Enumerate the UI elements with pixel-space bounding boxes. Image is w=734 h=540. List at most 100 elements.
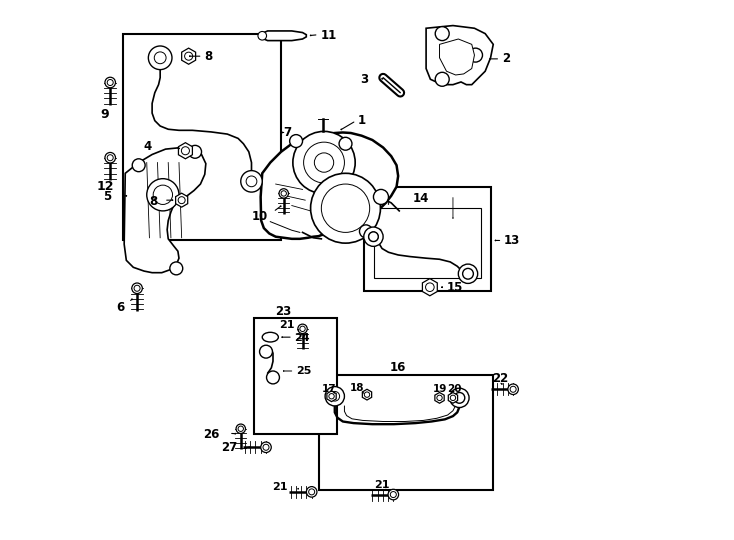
Text: 8: 8 xyxy=(150,195,158,208)
Text: 22: 22 xyxy=(492,372,509,385)
Circle shape xyxy=(279,189,288,198)
Circle shape xyxy=(508,384,518,395)
Circle shape xyxy=(468,48,482,62)
Circle shape xyxy=(339,137,352,150)
Text: 12: 12 xyxy=(96,180,114,193)
Circle shape xyxy=(310,173,380,243)
Circle shape xyxy=(458,264,478,284)
Circle shape xyxy=(368,232,378,241)
Polygon shape xyxy=(178,143,192,159)
Circle shape xyxy=(450,395,456,401)
Circle shape xyxy=(105,152,115,163)
Text: 3: 3 xyxy=(360,73,368,86)
Circle shape xyxy=(241,171,262,192)
Circle shape xyxy=(437,395,442,401)
Circle shape xyxy=(148,46,172,70)
Text: 7: 7 xyxy=(283,126,291,139)
Circle shape xyxy=(185,52,192,60)
Text: 14: 14 xyxy=(413,192,429,205)
Text: 9: 9 xyxy=(101,107,109,121)
Text: 4: 4 xyxy=(144,140,152,153)
Circle shape xyxy=(281,191,286,196)
Circle shape xyxy=(147,179,179,211)
Polygon shape xyxy=(181,48,196,64)
Circle shape xyxy=(298,324,308,334)
Text: 8: 8 xyxy=(204,50,212,63)
Circle shape xyxy=(170,262,183,275)
Circle shape xyxy=(293,131,355,194)
Ellipse shape xyxy=(262,332,278,342)
Text: 18: 18 xyxy=(350,383,364,393)
Circle shape xyxy=(364,227,383,246)
Bar xyxy=(319,375,493,490)
Circle shape xyxy=(314,153,334,172)
Text: 21: 21 xyxy=(279,320,294,330)
Circle shape xyxy=(321,184,370,232)
Circle shape xyxy=(309,489,315,495)
Polygon shape xyxy=(261,132,398,239)
Circle shape xyxy=(390,491,396,497)
Circle shape xyxy=(260,345,272,358)
Circle shape xyxy=(306,487,317,497)
Ellipse shape xyxy=(258,31,266,40)
Text: 19: 19 xyxy=(432,384,447,394)
Circle shape xyxy=(290,134,302,147)
Circle shape xyxy=(238,426,244,431)
Text: 5: 5 xyxy=(103,191,111,204)
Circle shape xyxy=(360,225,372,238)
Circle shape xyxy=(236,424,245,434)
Circle shape xyxy=(154,52,166,64)
Circle shape xyxy=(329,394,334,399)
Text: 23: 23 xyxy=(275,306,291,319)
Text: 16: 16 xyxy=(390,361,406,374)
Text: 1: 1 xyxy=(358,113,366,126)
Circle shape xyxy=(388,489,399,500)
Circle shape xyxy=(266,371,280,384)
Circle shape xyxy=(263,444,269,450)
Circle shape xyxy=(462,268,473,279)
Circle shape xyxy=(364,392,370,397)
Polygon shape xyxy=(422,279,437,296)
Circle shape xyxy=(181,147,189,155)
Text: 21: 21 xyxy=(272,482,288,491)
Circle shape xyxy=(368,232,378,241)
Circle shape xyxy=(450,388,469,408)
Circle shape xyxy=(300,326,305,332)
Circle shape xyxy=(189,145,202,158)
Circle shape xyxy=(454,393,465,403)
Circle shape xyxy=(107,155,113,161)
Circle shape xyxy=(178,197,185,204)
Text: 20: 20 xyxy=(448,384,462,394)
Circle shape xyxy=(374,190,388,205)
Circle shape xyxy=(510,386,516,392)
Circle shape xyxy=(132,159,145,172)
Polygon shape xyxy=(435,393,444,403)
Polygon shape xyxy=(124,147,206,273)
Text: 13: 13 xyxy=(504,234,520,247)
Bar xyxy=(254,319,338,434)
Text: 11: 11 xyxy=(320,29,336,42)
Text: 25: 25 xyxy=(296,366,311,376)
Bar xyxy=(374,208,481,278)
Circle shape xyxy=(435,26,449,40)
Text: 26: 26 xyxy=(203,428,219,441)
Polygon shape xyxy=(327,391,336,402)
Circle shape xyxy=(325,387,344,406)
Bar xyxy=(123,33,281,240)
Polygon shape xyxy=(363,389,371,400)
Polygon shape xyxy=(175,193,188,207)
Circle shape xyxy=(435,72,449,86)
Text: 27: 27 xyxy=(221,441,237,454)
Text: 6: 6 xyxy=(116,301,124,314)
Polygon shape xyxy=(262,31,306,40)
Circle shape xyxy=(426,283,434,292)
Polygon shape xyxy=(440,39,474,75)
Bar xyxy=(364,187,490,292)
Text: 24: 24 xyxy=(294,333,310,343)
Text: 21: 21 xyxy=(374,480,390,490)
Text: 17: 17 xyxy=(322,384,336,394)
Circle shape xyxy=(246,176,257,187)
Circle shape xyxy=(107,79,113,85)
Text: 2: 2 xyxy=(502,52,511,65)
Circle shape xyxy=(132,283,142,294)
